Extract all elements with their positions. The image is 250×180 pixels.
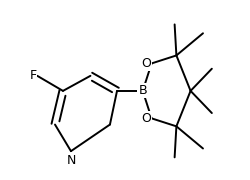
Text: F: F: [29, 69, 36, 82]
Text: O: O: [141, 57, 151, 70]
Text: O: O: [141, 112, 151, 125]
Text: N: N: [66, 154, 76, 167]
Text: B: B: [138, 84, 147, 97]
